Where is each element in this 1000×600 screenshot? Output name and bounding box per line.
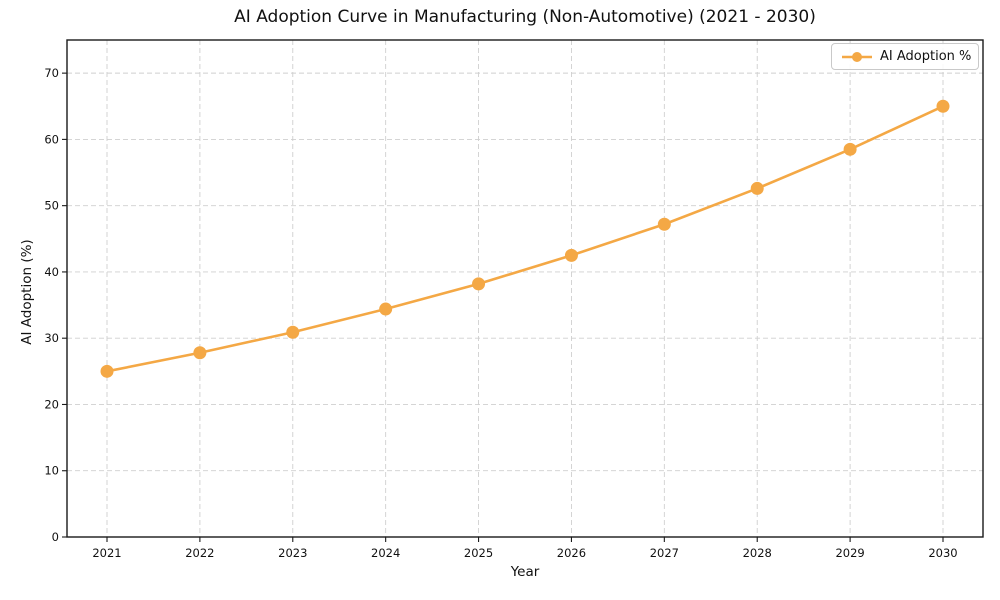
y-tick-label: 50 (44, 199, 59, 213)
data-point (379, 302, 393, 316)
legend-line-marker-icon (842, 51, 872, 62)
series-markers (100, 99, 950, 378)
x-tick-label: 2023 (278, 546, 307, 560)
x-tick-label: 2027 (650, 546, 679, 560)
gridlines (67, 40, 983, 537)
data-point (936, 99, 950, 113)
x-tick-label: 2021 (92, 546, 121, 560)
x-tick-label: 2026 (557, 546, 586, 560)
y-tick-labels: 0 10 20 30 40 50 60 70 (44, 66, 59, 544)
x-tick-label: 2024 (371, 546, 400, 560)
y-tick-label: 60 (44, 132, 59, 146)
data-point (100, 364, 114, 378)
data-point (193, 346, 207, 360)
y-tick-label: 30 (44, 331, 59, 345)
x-axis-label: Year (510, 564, 540, 580)
y-tick-label: 20 (44, 397, 59, 411)
data-point (472, 277, 486, 291)
series-line (105, 104, 945, 373)
axis-ticks (62, 72, 944, 542)
y-tick-label: 10 (44, 464, 59, 478)
x-tick-labels: 2021 2022 2023 2024 2025 2026 2027 2028 2029 2030 (92, 546, 957, 560)
plot-frame (66, 39, 984, 538)
chart-title: AI Adoption Curve in Manufacturing (Non-… (234, 7, 816, 27)
x-tick-label: 2029 (835, 546, 864, 560)
y-tick-label: 70 (44, 66, 59, 80)
x-tick-label: 2025 (464, 546, 493, 560)
y-axis-label: AI Adoption (%) (19, 239, 35, 345)
y-tick-label: 0 (52, 530, 59, 544)
legend-label: AI Adoption % (880, 49, 972, 64)
y-tick-label: 40 (44, 265, 59, 279)
legend: AI Adoption % (831, 43, 979, 70)
data-point (657, 217, 671, 231)
x-tick-label: 2028 (743, 546, 772, 560)
x-tick-label: 2022 (185, 546, 214, 560)
x-tick-label: 2030 (928, 546, 957, 560)
data-point (750, 181, 764, 195)
data-point (564, 248, 578, 262)
data-point (843, 142, 857, 156)
data-point (286, 325, 300, 339)
